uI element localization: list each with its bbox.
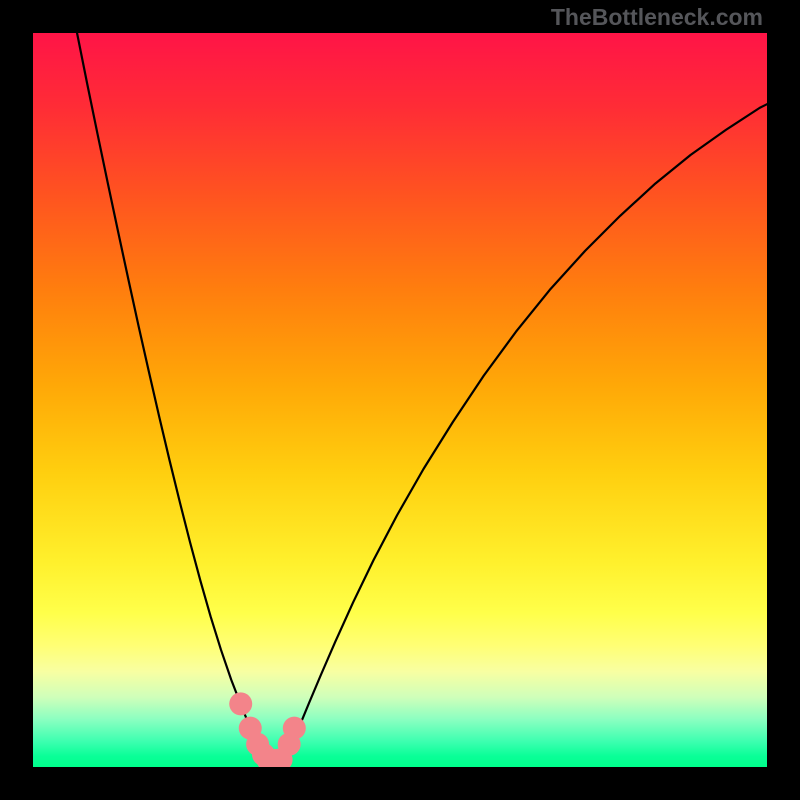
chart-container: TheBottleneck.com <box>0 0 800 800</box>
highlight-marker <box>229 692 252 715</box>
bottleneck-gradient-chart <box>33 33 767 767</box>
watermark-text: TheBottleneck.com <box>551 4 763 31</box>
gradient-background <box>33 33 767 767</box>
highlight-marker <box>283 717 306 740</box>
